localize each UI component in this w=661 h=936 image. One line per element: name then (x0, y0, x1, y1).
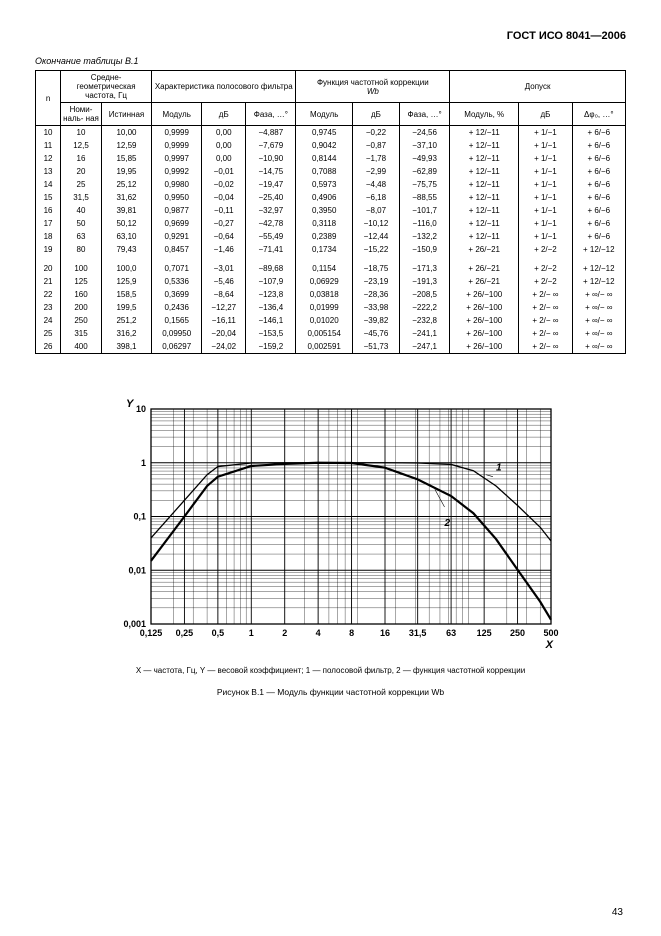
svg-text:4: 4 (315, 628, 320, 638)
chart-title: Рисунок В.1 — Модуль функции частотной к… (35, 687, 626, 697)
col-geom-freq: Средне- геометрическая частота, Гц (61, 71, 152, 103)
col-weighting: Функция частотной коррекции Wb (296, 71, 450, 103)
table-row: 20100100,00,7071−3,01−89,680,1154−18,75−… (36, 262, 626, 275)
table-caption: Окончание таблицы В.1 (35, 56, 626, 66)
svg-text:250: 250 (510, 628, 525, 638)
col-tol-dphi: Δφ₀, …° (572, 103, 625, 126)
table-row: 1112,512,590,99990,00−7,6790,9042−0,87−3… (36, 139, 626, 152)
svg-text:2: 2 (282, 628, 287, 638)
col-phase-1: Фаза, …° (246, 103, 296, 126)
chart-container: 0,0010,010,11100,1250,250,512481631,5631… (35, 394, 626, 697)
table-row: 26400398,10,06297−24,02−159,20,002591−51… (36, 340, 626, 354)
table-row: 121615,850,99970,00−10,900,8144−1,78−49,… (36, 152, 626, 165)
table-row: 1531,531,620,9950−0,04−25,400,4906−6,18−… (36, 191, 626, 204)
svg-text:31,5: 31,5 (408, 628, 426, 638)
svg-text:500: 500 (543, 628, 558, 638)
table-row: 175050,120,9699−0,27−42,780,3118−10,12−1… (36, 217, 626, 230)
chart-caption: X — частота, Гц, Y — весовой коэффициент… (35, 666, 626, 675)
svg-text:0,125: 0,125 (139, 628, 162, 638)
svg-text:2: 2 (443, 518, 450, 529)
col-db-1: дБ (202, 103, 246, 126)
table-row: 198079,430,8457−1,46−71,410,1734−15,22−1… (36, 243, 626, 256)
col-phase-2: Фаза, …° (400, 103, 450, 126)
table-row: 164039,810,9877−0,11−32,970,3950−8,07−10… (36, 204, 626, 217)
table-body: 101010,000,99990,00−4,8870,9745−0,22−24,… (36, 126, 626, 354)
svg-text:1: 1 (496, 463, 502, 474)
svg-text:X: X (544, 639, 553, 651)
table-row: 101010,000,99990,00−4,8870,9745−0,22−24,… (36, 126, 626, 140)
col-tolerance: Допуск (450, 71, 626, 103)
col-tol-db: дБ (519, 103, 572, 126)
chart-svg: 0,0010,010,11100,1250,250,512481631,5631… (96, 394, 566, 654)
document-header: ГОСТ ИСО 8041—2006 (35, 30, 626, 42)
svg-text:0,01: 0,01 (128, 565, 146, 575)
svg-text:8: 8 (349, 628, 354, 638)
col-modulus-1: Модуль (152, 103, 202, 126)
col-tol-modulus: Модуль, % (450, 103, 519, 126)
svg-text:Y: Y (126, 398, 135, 410)
svg-text:1: 1 (140, 458, 145, 468)
table-row: 21125125,90,5336−5,46−107,90,06929−23,19… (36, 275, 626, 288)
svg-text:0,25: 0,25 (175, 628, 193, 638)
col-db-2: дБ (352, 103, 399, 126)
table-row: 186363,100,9291−0,64−55,490,2389−12,44−1… (36, 230, 626, 243)
svg-text:1: 1 (248, 628, 253, 638)
table-row: 24250251,20,1565−16,11−146,10,01020−39,8… (36, 314, 626, 327)
table-row: 142525,120,9980−0,02−19,470,5973−4,48−75… (36, 178, 626, 191)
col-modulus-2: Модуль (296, 103, 352, 126)
data-table: n Средне- геометрическая частота, Гц Хар… (35, 70, 626, 354)
table-row: 25315316,20,09950−20,04−153,50,005154−45… (36, 327, 626, 340)
svg-text:63: 63 (446, 628, 456, 638)
table-row: 22160158,50,3699−8,64−123,80,03818−28,36… (36, 288, 626, 301)
svg-text:10: 10 (135, 404, 145, 414)
page-number: 43 (612, 907, 623, 918)
svg-text:0,5: 0,5 (211, 628, 224, 638)
svg-text:16: 16 (379, 628, 389, 638)
svg-text:125: 125 (476, 628, 491, 638)
col-true: Истинная (101, 103, 151, 126)
table-row: 132019,950,9992−0,01−14,750,7088−2,99−62… (36, 165, 626, 178)
col-bandpass: Характеристика полосового фильтра (152, 71, 296, 103)
col-nominal: Номи- наль- ная (61, 103, 102, 126)
table-row: 23200199,50,2436−12,27−136,40,01999−33,9… (36, 301, 626, 314)
table-head: n Средне- геометрическая частота, Гц Хар… (36, 71, 626, 126)
col-n: n (36, 71, 61, 126)
svg-text:0,1: 0,1 (133, 512, 146, 522)
